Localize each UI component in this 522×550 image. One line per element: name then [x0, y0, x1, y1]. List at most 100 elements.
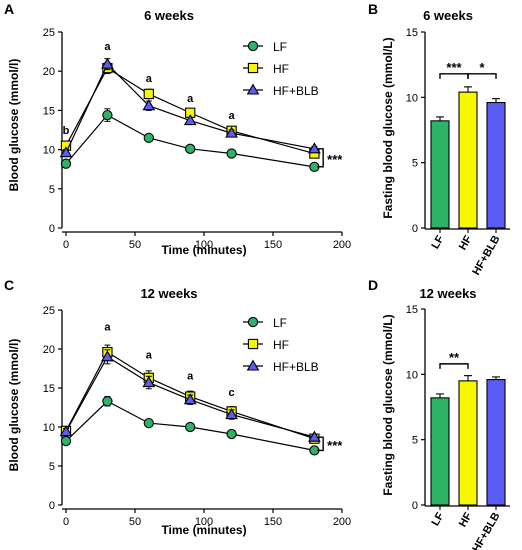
panel-c-point-lf: [226, 428, 237, 440]
panel-c-point-hf-blb: [101, 350, 114, 362]
panel-a-point-annotation: a: [187, 93, 194, 105]
panel-b-category-label-hf: HF: [457, 233, 475, 252]
panel-a-y-tick-label: 0: [49, 223, 55, 235]
panel-c-y-tick-label: 0: [49, 500, 55, 512]
panel-b-y-tick-label: 10: [406, 92, 418, 104]
panel-a-series-line-hf: [65, 67, 315, 155]
panel-d-significance-label: **: [449, 350, 460, 365]
panel-c-legend-label-hf: HF: [273, 338, 289, 352]
panel-a-x-axis-label: Time (minutes): [161, 243, 246, 257]
panel-a-x-tick-label: 100: [195, 239, 213, 251]
panel-a-y-tick-label: 25: [43, 27, 55, 39]
panel-a-point-annotation: a: [104, 41, 111, 53]
panel-a-point-annotation: a: [146, 73, 153, 85]
panel-a-point-lf: [143, 132, 154, 143]
panel-b-significance-label: *: [479, 60, 485, 75]
panel-d-category-label-hf-blb: HF+BLB: [470, 510, 502, 550]
panel-b-bar-lf: [430, 120, 450, 229]
panel-c-series-line-hf-blb: [65, 355, 315, 438]
panel-c-legend-label-lf: LF: [273, 316, 287, 330]
panel-a-point-lf: [102, 109, 113, 121]
panel-c-x-tick-label: 0: [63, 516, 69, 528]
panel-c-x-tick-label: 150: [264, 516, 282, 528]
panel-a-point-hf-blb: [308, 142, 321, 154]
panel-c-letter: C: [4, 277, 14, 293]
panel-a-legend-marker-lf: [247, 40, 259, 52]
panel-d-significance-bracket: [439, 363, 469, 369]
panel-d-y-tick-label: 5: [412, 435, 418, 447]
panel-c-x-axis-label: Time (minutes): [161, 523, 246, 537]
panel-b-y-tick-label: 0: [412, 223, 418, 235]
panel-c-point-hf-blb: [183, 393, 197, 405]
panel-a-series-line-lf: [65, 114, 315, 168]
panel-b-significance-bracket: [467, 73, 497, 79]
panel-c-bracket-label: ***: [327, 438, 343, 453]
panel-a-y-tick-label: 15: [43, 105, 55, 117]
panel-c-series-line-lf: [65, 400, 315, 451]
panel-c-legend-label-hf-blb: HF+BLB: [273, 360, 319, 374]
panel-c-point-hf-blb: [142, 376, 156, 388]
panel-b-bar-hf-blb: [486, 102, 506, 229]
panel-a-bracket-label: ***: [327, 152, 343, 167]
panel-b-bar-chart: B 6 weeks Fasting blood glucose (mmol/L)…: [368, 1, 510, 277]
panel-a-point-hf-blb: [225, 126, 238, 138]
panel-a-legend-marker-hf: [247, 62, 259, 74]
panel-c-x-tick-label: 100: [195, 516, 213, 528]
panel-c-y-tick-label: 20: [43, 344, 55, 356]
panel-a-legend-label-lf: LF: [273, 40, 287, 54]
panel-d-y-axis-label: Fasting blood glucose (mmol/L): [381, 314, 395, 495]
panel-c-point-annotation: a: [187, 370, 194, 382]
panel-a-x-tick-label: 150: [264, 239, 282, 251]
panel-b-letter: B: [368, 1, 378, 17]
panel-a-x-tick-label: 0: [63, 239, 69, 251]
panel-a-legend-marker-hf-blb: [246, 83, 260, 95]
panel-c-y-tick-label: 10: [43, 422, 55, 434]
panel-c-point-lf: [143, 417, 154, 429]
panel-c-point-hf-blb: [308, 430, 321, 442]
panel-d-bar-lf: [430, 397, 450, 506]
panel-d-letter: D: [368, 277, 378, 293]
panel-c-y-tick-label: 15: [43, 383, 55, 395]
panel-c-legend-marker-hf-blb: [246, 359, 260, 371]
panel-c-y-tick-label: 5: [49, 461, 55, 473]
panel-a-line-chart: A 6 weeks Blood glucose (mmol/l) Time (m…: [4, 1, 351, 257]
panel-a-x-tick-label: 50: [129, 239, 141, 251]
panel-c-point-lf: [102, 396, 113, 407]
panel-c-title: 12 weeks: [140, 286, 197, 301]
panel-a-point-lf: [185, 143, 196, 154]
panel-a-y-tick-label: 5: [49, 184, 55, 196]
panel-d-y-tick-label: 0: [412, 500, 418, 512]
panel-b-bar-hf: [458, 91, 478, 229]
panel-b-y-tick-label: 5: [412, 158, 418, 170]
panel-a-y-tick-label: 20: [43, 66, 55, 78]
panel-a-point-hf-blb: [101, 57, 114, 69]
panel-c-x-tick-label: 50: [129, 516, 141, 528]
panel-a-legend-label-hf-blb: HF+BLB: [273, 84, 319, 98]
panel-d-category-label-hf: HF: [457, 510, 475, 529]
panel-a-point-annotation: a: [229, 110, 236, 122]
panel-c-bracket: [317, 436, 324, 452]
panel-a-point-lf: [226, 148, 237, 159]
panel-a-point-hf: [143, 88, 154, 100]
panel-d-bar-chart: D 12 weeks Fasting blood glucose (mmol/L…: [368, 277, 510, 550]
panel-a-point-hf-blb: [183, 114, 197, 126]
panel-b-significance-label: ***: [446, 60, 462, 75]
panel-c-point-annotation: a: [104, 321, 111, 333]
panel-c-point-lf: [185, 421, 196, 433]
panel-c-point-annotation: c: [229, 387, 235, 399]
panel-a-bracket: [317, 148, 324, 168]
panel-d-title: 12 weeks: [419, 286, 476, 301]
panel-b-title: 6 weeks: [423, 8, 473, 23]
panel-d-bar-hf-blb: [486, 379, 506, 506]
panel-c-y-tick-label: 25: [43, 305, 55, 317]
panel-a-point-annotation: b: [63, 125, 70, 137]
panel-a-title: 6 weeks: [144, 8, 194, 23]
panel-c-legend-marker-lf: [247, 316, 259, 328]
panel-b-y-tick-label: 15: [406, 27, 418, 39]
panel-a-letter: A: [4, 1, 14, 17]
panel-a-x-tick-label: 200: [333, 239, 351, 251]
panel-a-point-lf: [60, 158, 72, 169]
panel-b-category-label-hf-blb: HF+BLB: [470, 233, 502, 277]
panel-d-bar-hf: [458, 380, 478, 506]
